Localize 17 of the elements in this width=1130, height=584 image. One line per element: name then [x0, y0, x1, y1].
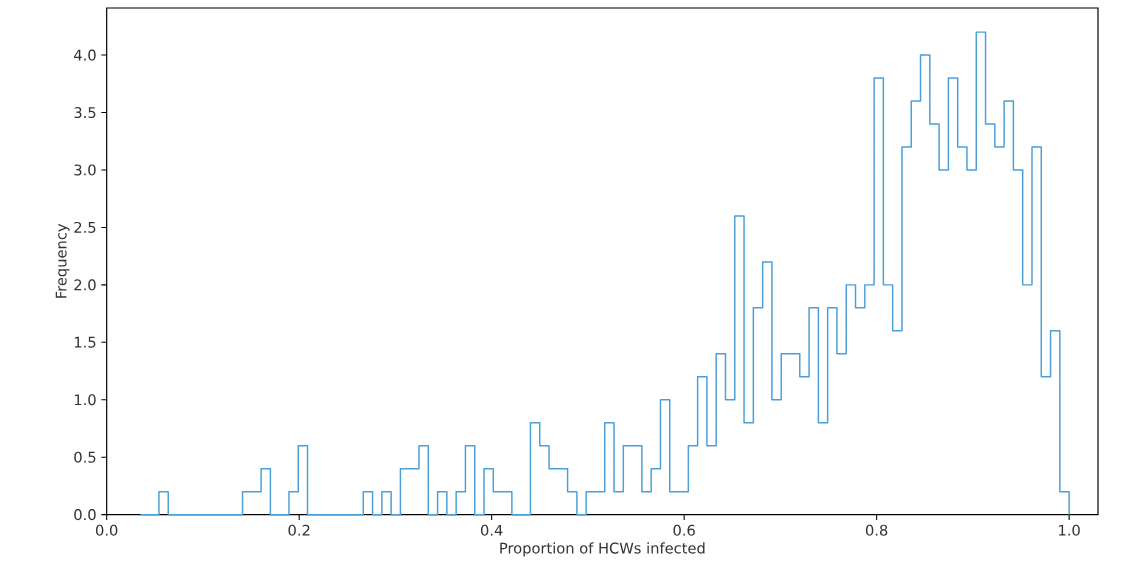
y-tick-label: 0.0 [74, 509, 96, 521]
y-tick-label: 4.0 [74, 49, 96, 61]
y-tick-label: 1.5 [74, 336, 96, 348]
x-tick-label: 0.6 [673, 524, 695, 536]
x-tick-label: 1.0 [1059, 524, 1080, 536]
y-tick-label: 0.5 [74, 451, 96, 463]
y-tick-label: 3.0 [74, 164, 96, 176]
x-axis-title: Proportion of HCWs infected [500, 542, 705, 557]
y-axis-title: Frequency [55, 223, 70, 298]
x-tick-label: 0.2 [288, 524, 310, 536]
y-tick-label: 3.5 [74, 107, 96, 119]
y-tick-label: 2.0 [74, 279, 96, 291]
y-tick-label: 2.5 [74, 221, 96, 233]
x-tick-label: 0.8 [865, 524, 888, 536]
x-tick-label: 0.0 [95, 524, 118, 536]
y-tick-label: 1.0 [74, 394, 96, 406]
x-tick-label: 0.4 [480, 524, 503, 536]
